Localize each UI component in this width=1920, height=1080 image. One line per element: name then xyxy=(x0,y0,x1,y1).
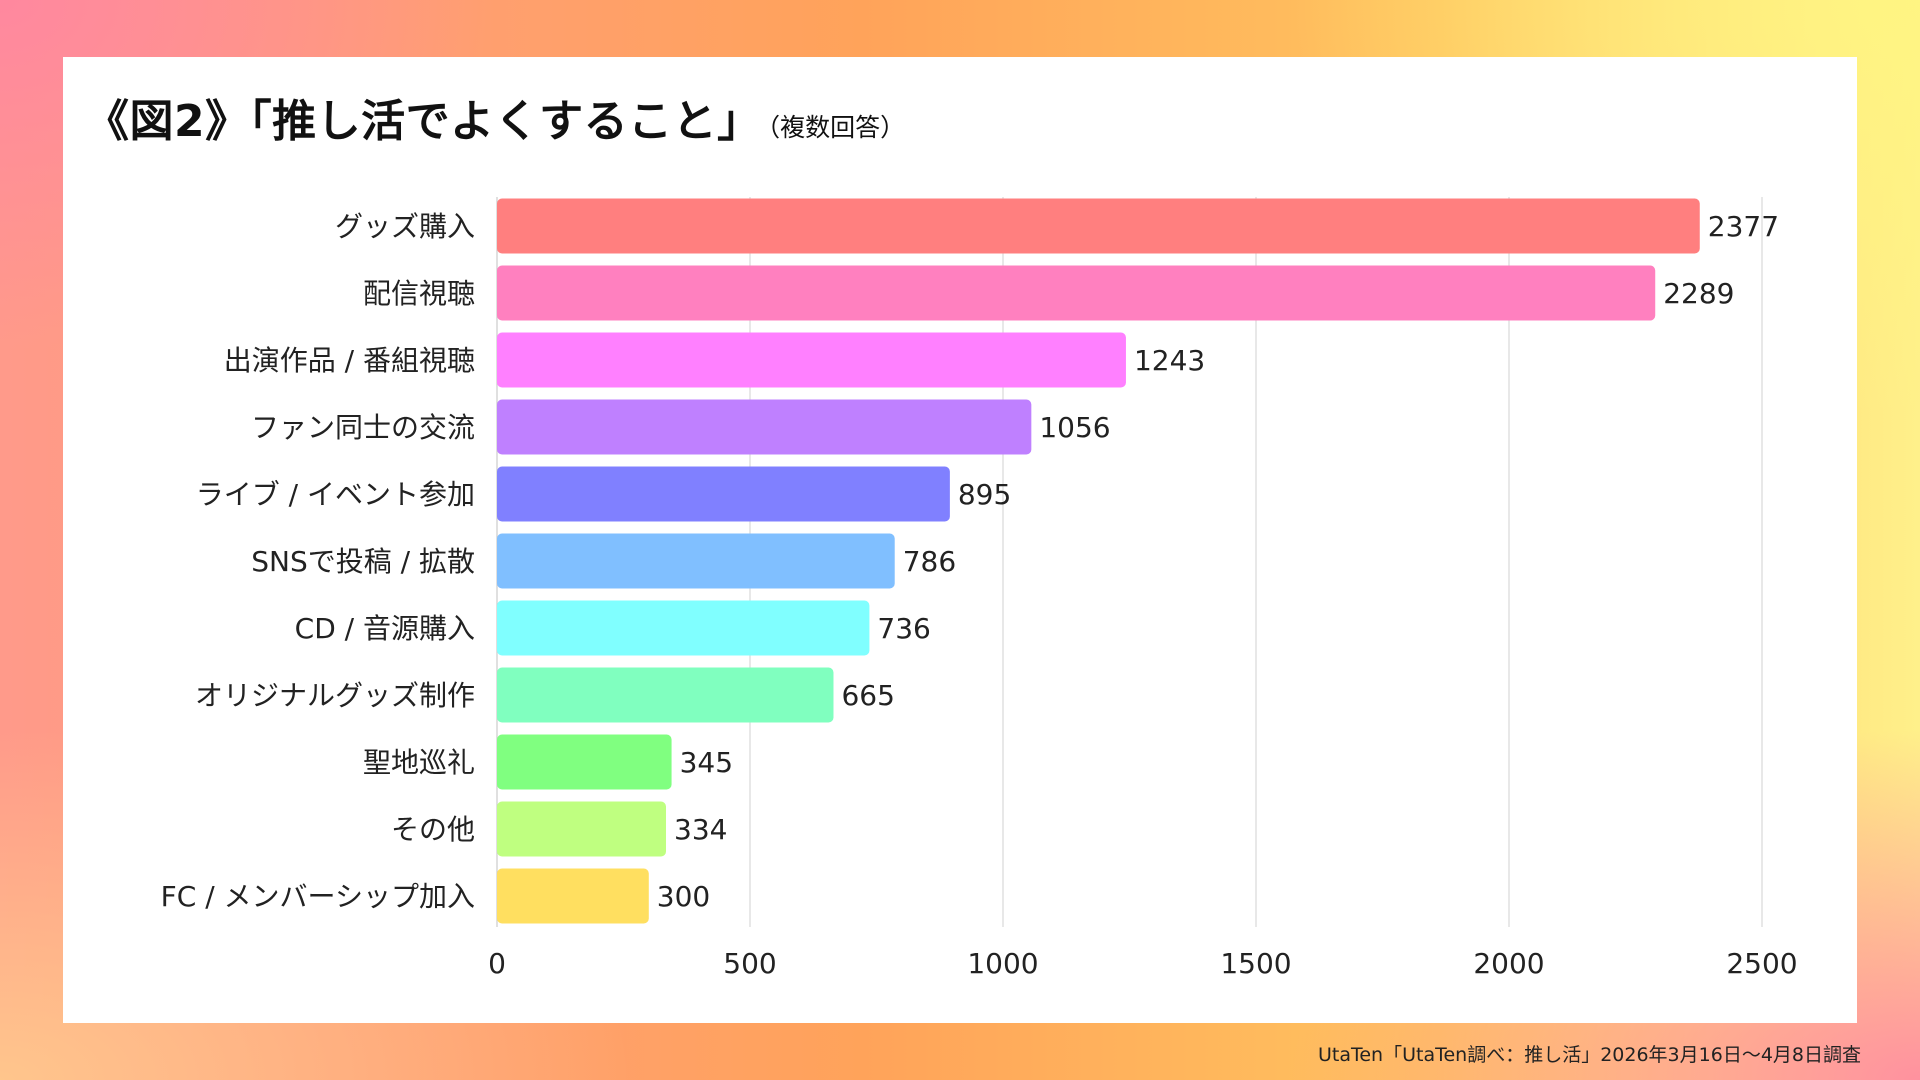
x-tick-label: 2500 xyxy=(1726,947,1797,980)
category-label: FC / メンバーシップ加入 xyxy=(161,880,475,913)
value-label: 786 xyxy=(903,545,956,578)
category-label: ライブ / イベント参加 xyxy=(196,478,475,511)
category-label: ファン同士の交流 xyxy=(251,411,475,444)
bar-chart: グッズ購入 2377 配信視聴 2289 出演作品 / 番組視聴 1243 ファン同士の交流… xyxy=(161,197,1798,980)
value-label: 300 xyxy=(657,880,710,913)
category-label: グッズ購入 xyxy=(335,210,475,243)
bar xyxy=(497,332,1126,388)
bar xyxy=(497,734,672,790)
bar xyxy=(497,198,1700,254)
bar xyxy=(497,868,649,924)
x-tick-label: 1000 xyxy=(967,947,1038,980)
x-tick-label: 1500 xyxy=(1220,947,1291,980)
value-label: 736 xyxy=(877,612,930,645)
category-label: CD / 音源購入 xyxy=(295,612,475,645)
value-label: 345 xyxy=(680,746,733,779)
category-label: その他 xyxy=(391,813,475,846)
x-tick-label: 0 xyxy=(488,947,506,980)
category-label: 聖地巡礼 xyxy=(363,746,475,779)
value-label: 1243 xyxy=(1134,344,1205,377)
category-label: オリジナルグッズ制作 xyxy=(195,679,475,712)
category-label: SNSで投稿 / 拡散 xyxy=(251,545,475,578)
bar xyxy=(497,801,667,857)
bar xyxy=(497,399,1032,455)
bar xyxy=(497,466,950,522)
bar xyxy=(497,533,895,589)
value-label: 1056 xyxy=(1039,411,1110,444)
value-label: 895 xyxy=(958,478,1011,511)
x-tick-label: 500 xyxy=(723,947,776,980)
chart-title: 《図2》「推し活でよくすること」 xyxy=(85,96,762,147)
bar xyxy=(497,667,834,723)
category-label: 出演作品 / 番組視聴 xyxy=(224,344,475,377)
chart-card: 《図2》「推し活でよくすること」 （複数回答） グッズ購入 2377 配信視聴 2289… xyxy=(63,57,1857,1023)
source-note: UtaTen「UtaTen調べ：推し活」2026年3月16日〜4月8日調査 xyxy=(1317,1044,1861,1066)
value-label: 334 xyxy=(674,813,727,846)
value-label: 665 xyxy=(841,679,894,712)
title-row: 《図2》「推し活でよくすること」 （複数回答） xyxy=(85,85,905,149)
category-label: 配信視聴 xyxy=(363,277,475,310)
bar xyxy=(497,600,870,656)
value-label: 2289 xyxy=(1663,277,1734,310)
value-label: 2377 xyxy=(1708,210,1779,243)
chart-subtitle: （複数回答） xyxy=(767,113,906,142)
x-tick-label: 2000 xyxy=(1473,947,1544,980)
bar xyxy=(497,265,1656,321)
